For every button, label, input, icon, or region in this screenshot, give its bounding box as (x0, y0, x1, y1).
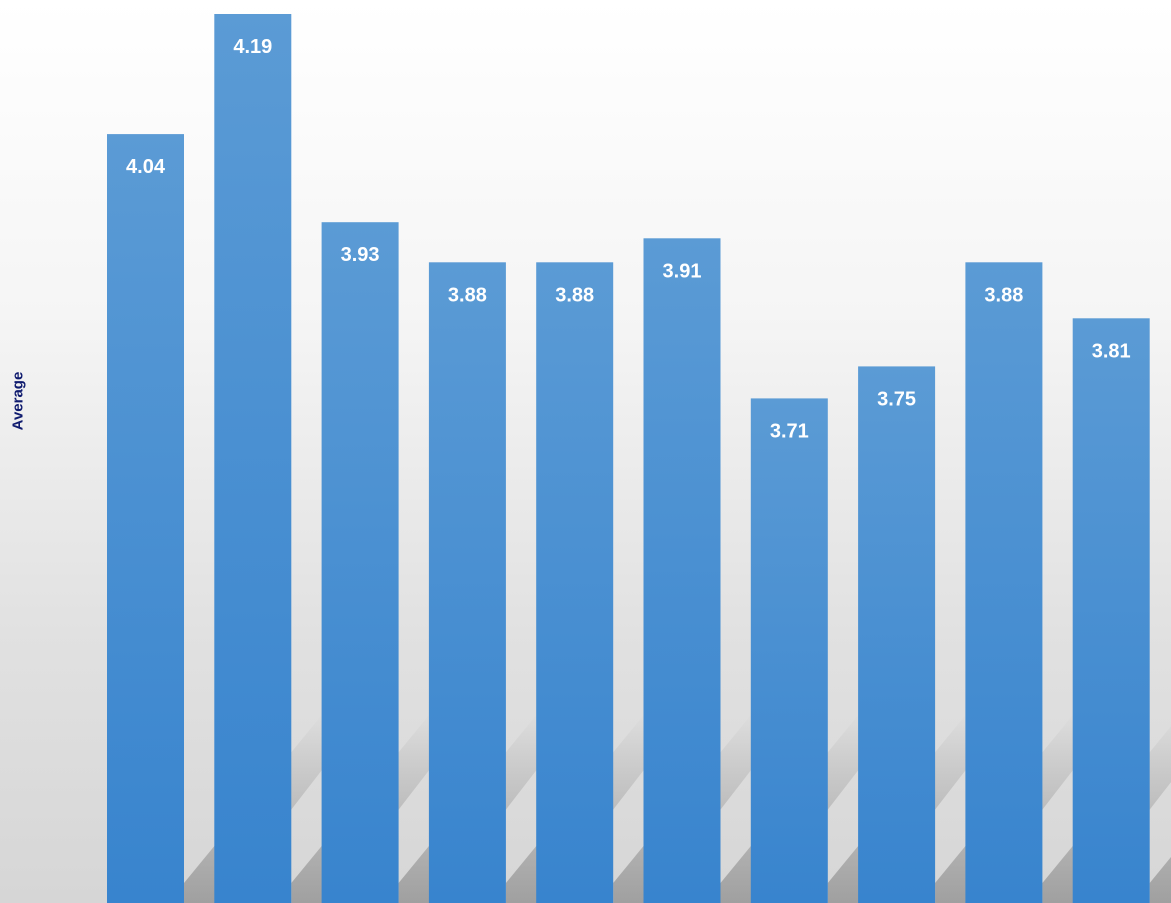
bar (643, 238, 721, 903)
y-axis-title: Average (9, 371, 27, 431)
bar-data-label: 3.71 (770, 420, 809, 442)
bar (214, 14, 292, 903)
bar-data-label: 3.88 (555, 284, 594, 306)
bar-data-label: 3.88 (448, 284, 487, 306)
bar (750, 398, 828, 903)
bar (536, 262, 614, 903)
bar (321, 222, 399, 903)
bar-data-label: 3.81 (1092, 340, 1131, 362)
bar-data-label: 3.93 (341, 244, 380, 266)
bar-data-label: 3.91 (663, 260, 702, 282)
bar (428, 262, 506, 903)
bar-data-label: 3.88 (984, 284, 1023, 306)
bar-shadow (1149, 857, 1171, 903)
bar-data-label: 4.04 (126, 156, 166, 178)
bar (1072, 318, 1150, 903)
data-labels-group: 4.04 4.19 3.93 3.88 3.88 3.91 3.71 3.75 3.88 3.81 (126, 36, 1131, 442)
bar (858, 366, 936, 903)
bar-data-label: 4.19 (233, 36, 272, 58)
bar-data-label: 3.75 (877, 388, 916, 410)
bar (107, 134, 184, 903)
bars-group (107, 14, 1150, 903)
bar (965, 262, 1043, 903)
